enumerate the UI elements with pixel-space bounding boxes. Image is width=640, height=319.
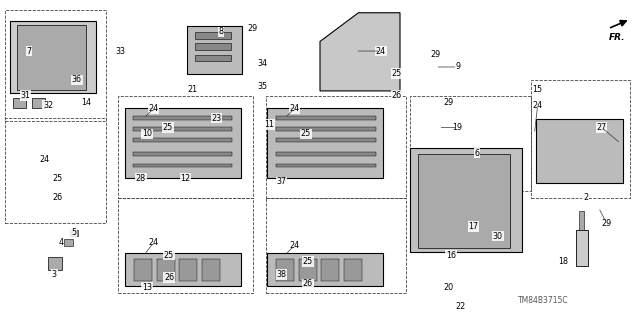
Text: 26: 26: [164, 273, 174, 282]
Text: 21: 21: [187, 85, 197, 94]
FancyBboxPatch shape: [187, 26, 242, 74]
Bar: [576, 230, 588, 266]
Bar: [276, 164, 376, 167]
FancyBboxPatch shape: [195, 32, 231, 39]
Text: 24: 24: [532, 101, 543, 110]
Text: FR.: FR.: [609, 33, 626, 42]
FancyBboxPatch shape: [17, 25, 86, 90]
Bar: [299, 259, 317, 281]
Text: 2: 2: [583, 193, 588, 202]
Text: 29: 29: [430, 50, 440, 59]
Text: 24: 24: [40, 155, 50, 164]
Text: 24: 24: [376, 47, 386, 56]
FancyBboxPatch shape: [410, 148, 522, 252]
Text: 15: 15: [532, 85, 543, 94]
Text: 36: 36: [72, 75, 82, 84]
Text: 38: 38: [276, 270, 287, 279]
Text: 12: 12: [180, 174, 191, 183]
Text: 37: 37: [276, 177, 287, 186]
Text: 32: 32: [43, 101, 53, 110]
FancyBboxPatch shape: [418, 154, 510, 248]
Text: 26: 26: [392, 91, 402, 100]
Bar: [276, 127, 376, 131]
FancyBboxPatch shape: [536, 119, 623, 183]
Text: 10: 10: [142, 130, 152, 138]
FancyBboxPatch shape: [267, 108, 383, 178]
Bar: [276, 259, 294, 281]
Text: 26: 26: [303, 279, 313, 288]
Text: TM84B3715C: TM84B3715C: [518, 296, 569, 305]
Polygon shape: [320, 13, 400, 91]
Bar: [133, 127, 232, 131]
Text: 25: 25: [392, 69, 402, 78]
FancyBboxPatch shape: [267, 253, 383, 286]
Text: 25: 25: [301, 130, 311, 138]
Bar: [202, 259, 220, 281]
Bar: [133, 152, 232, 156]
Bar: [32, 98, 45, 108]
Text: 18: 18: [558, 257, 568, 266]
Text: 14: 14: [81, 98, 92, 107]
FancyBboxPatch shape: [195, 55, 231, 61]
FancyBboxPatch shape: [125, 253, 241, 286]
Text: 24: 24: [148, 104, 159, 113]
Bar: [157, 259, 175, 281]
Bar: [48, 257, 62, 270]
Text: 24: 24: [289, 104, 300, 113]
Text: 31: 31: [20, 91, 31, 100]
Bar: [179, 259, 197, 281]
Text: 7: 7: [26, 47, 31, 56]
Text: 25: 25: [52, 174, 63, 183]
Text: 25: 25: [164, 251, 174, 260]
Text: 29: 29: [602, 219, 612, 228]
Bar: [70, 230, 78, 236]
Text: 4: 4: [58, 238, 63, 247]
Text: 9: 9: [455, 63, 460, 71]
Bar: [133, 116, 232, 120]
Bar: [344, 259, 362, 281]
Text: 13: 13: [142, 283, 152, 292]
Text: 5: 5: [71, 228, 76, 237]
FancyBboxPatch shape: [195, 43, 231, 50]
Bar: [276, 138, 376, 142]
Text: 16: 16: [446, 251, 456, 260]
Text: 20: 20: [443, 283, 453, 292]
FancyBboxPatch shape: [10, 21, 96, 93]
Bar: [133, 164, 232, 167]
Text: 23: 23: [211, 114, 221, 122]
Bar: [579, 211, 584, 230]
Text: 17: 17: [468, 222, 479, 231]
Bar: [134, 259, 152, 281]
Text: 8: 8: [218, 27, 223, 36]
Bar: [276, 152, 376, 156]
Text: 29: 29: [248, 24, 258, 33]
Bar: [13, 98, 26, 108]
Text: 19: 19: [452, 123, 463, 132]
Bar: [133, 138, 232, 142]
Text: 24: 24: [289, 241, 300, 250]
Bar: [321, 259, 339, 281]
Text: 25: 25: [163, 123, 173, 132]
Bar: [64, 239, 73, 246]
Text: 33: 33: [115, 47, 125, 56]
Text: 28: 28: [136, 174, 146, 183]
Text: 30: 30: [493, 232, 503, 241]
Text: 22: 22: [456, 302, 466, 311]
Text: 6: 6: [474, 149, 479, 158]
Text: 27: 27: [596, 123, 607, 132]
Text: 29: 29: [443, 98, 453, 107]
Text: 3: 3: [52, 270, 57, 279]
Text: 11: 11: [264, 120, 274, 129]
Text: 24: 24: [148, 238, 159, 247]
Text: 25: 25: [303, 257, 313, 266]
Text: 35: 35: [257, 82, 268, 91]
Text: 34: 34: [257, 59, 268, 68]
Bar: [276, 116, 376, 120]
FancyBboxPatch shape: [125, 108, 241, 178]
Text: 26: 26: [52, 193, 63, 202]
